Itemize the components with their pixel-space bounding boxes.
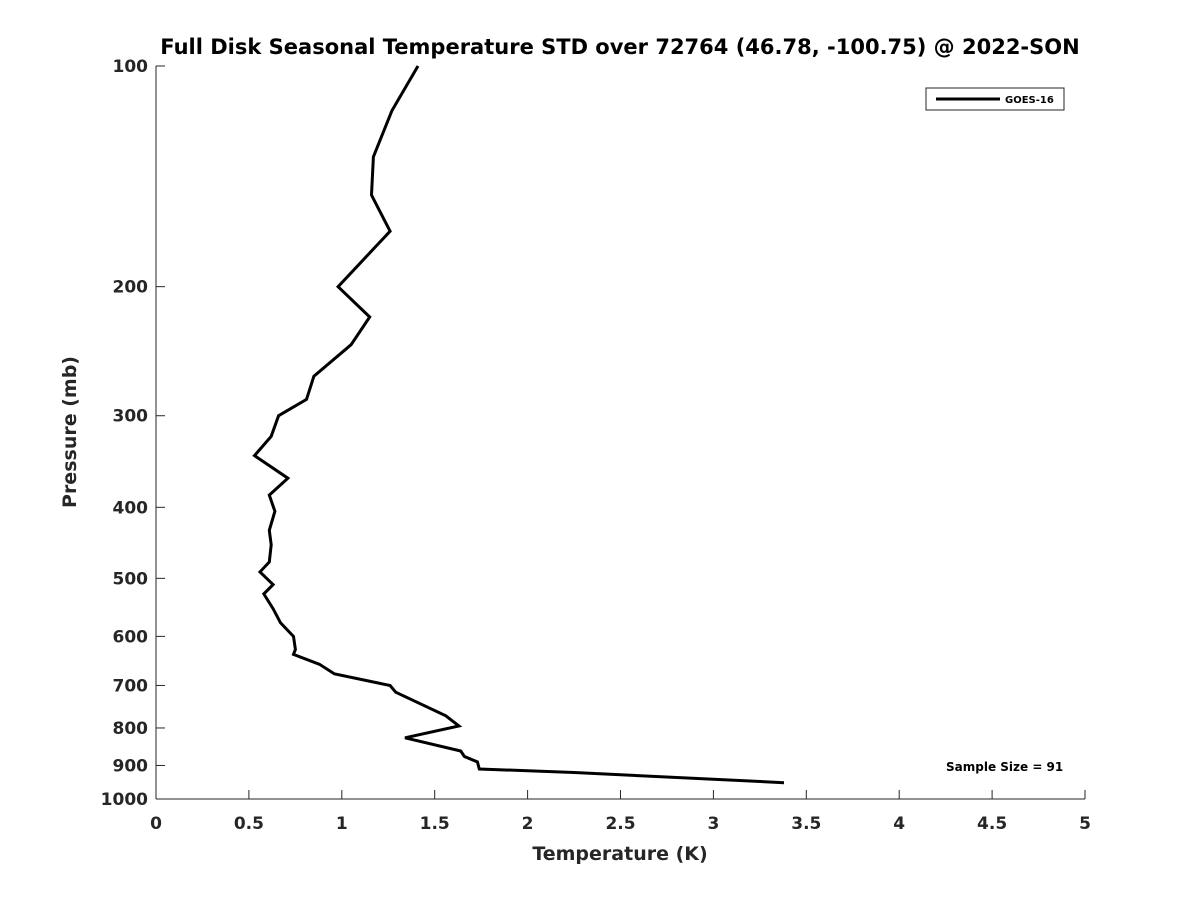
series-line-goes16 xyxy=(252,65,785,785)
x-ticks: 0 0.5 1 1.5 2 2.5 3 3.5 4 4.5 5 xyxy=(150,790,1091,834)
y-axis-label: Pressure (mb) xyxy=(59,356,81,508)
legend: GOES-16 xyxy=(925,87,1065,111)
x-tick-label: 1.5 xyxy=(420,814,450,834)
x-tick-label: 0.5 xyxy=(234,814,264,834)
y-tick-label: 600 xyxy=(113,627,149,647)
y-tick-label: 100 xyxy=(113,57,149,77)
x-tick-label: 3 xyxy=(707,814,719,834)
x-tick-label: 4 xyxy=(893,814,905,834)
x-tick-label: 2.5 xyxy=(605,814,635,834)
y-tick-label: 200 xyxy=(113,278,149,298)
x-tick-label: 5 xyxy=(1079,814,1091,834)
y-tick-label: 1000 xyxy=(101,790,148,810)
x-tick-label: 1 xyxy=(336,814,348,834)
x-axis-label: Temperature (K) xyxy=(532,843,707,865)
y-ticks: 100 200 300 400 500 600 700 800 900 1000 xyxy=(101,57,165,810)
y-tick-label: 300 xyxy=(113,407,149,427)
legend-label-goes16: GOES-16 xyxy=(1005,95,1054,106)
x-tick-label: 2 xyxy=(522,814,534,834)
chart-title: Full Disk Seasonal Temperature STD over … xyxy=(160,35,1079,59)
sample-size-annotation: Sample Size = 91 xyxy=(946,760,1063,774)
y-tick-label: 800 xyxy=(113,719,149,739)
y-tick-label: 900 xyxy=(113,756,149,776)
axes xyxy=(155,66,1085,800)
x-tick-label: 4.5 xyxy=(977,814,1007,834)
x-tick-label: 0 xyxy=(150,814,162,834)
x-tick-label: 3.5 xyxy=(791,814,821,834)
y-tick-label: 500 xyxy=(113,569,149,589)
y-tick-label: 700 xyxy=(113,676,149,696)
y-tick-label: 400 xyxy=(113,498,149,518)
